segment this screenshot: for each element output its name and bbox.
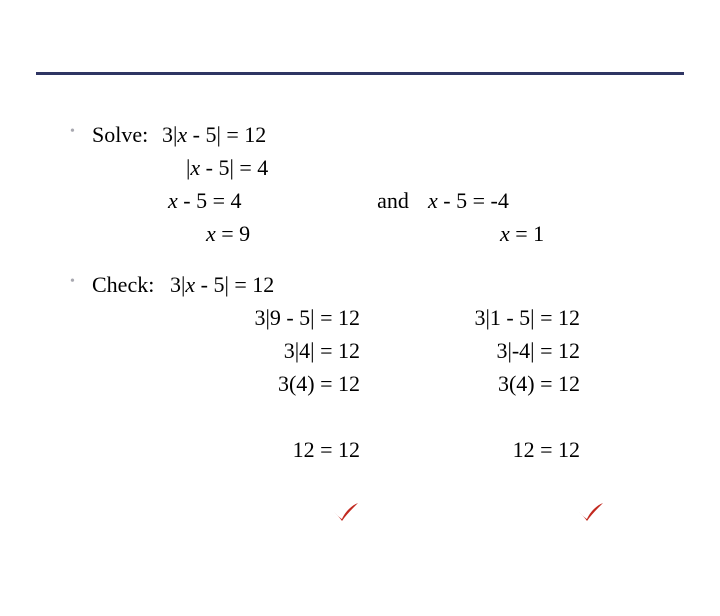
- check-block: • Check: 3|x - 5| = 12 3|9 - 5| = 12 3|1…: [70, 268, 670, 598]
- solve-eq-4a: x = 9: [162, 217, 396, 250]
- check-a5: 12 = 12: [170, 400, 360, 598]
- check-b4: 3(4) = 12: [430, 367, 580, 400]
- check-b3: 3|-4| = 12: [430, 334, 580, 367]
- bullet-icon: •: [70, 118, 92, 146]
- solve-and: and: [358, 184, 428, 217]
- solve-label: Solve:: [92, 118, 162, 151]
- check-line-3: 3|4| = 12 3|-4| = 12: [92, 334, 670, 367]
- slide-body: • Solve: 3|x - 5| = 12 |x - 5| = 4 x - 5…: [70, 118, 670, 616]
- solve-eq-1: 3|x - 5| = 12: [162, 118, 352, 151]
- check-line-5: 12 = 12 12 = 12: [92, 400, 670, 598]
- solve-eq-3a: x - 5 = 4: [162, 184, 358, 217]
- check-line-2: 3|9 - 5| = 12 3|1 - 5| = 12: [92, 301, 670, 334]
- checkmark-icon: [255, 466, 360, 565]
- check-b5-text: 12 = 12: [513, 437, 580, 462]
- solve-line-1: Solve: 3|x - 5| = 12: [92, 118, 670, 151]
- check-a3: 3|4| = 12: [170, 334, 360, 367]
- solve-eq-4b: x = 1: [466, 217, 650, 250]
- solve-lines: Solve: 3|x - 5| = 12 |x - 5| = 4 x - 5 =…: [92, 118, 670, 250]
- check-a5-text: 12 = 12: [293, 437, 360, 462]
- solve-line-3: x - 5 = 4 and x - 5 = -4: [92, 184, 670, 217]
- check-a2: 3|9 - 5| = 12: [170, 301, 360, 334]
- check-b5: 12 = 12: [430, 400, 580, 598]
- solve-eq-2: |x - 5| = 4: [162, 151, 376, 184]
- checkmark-icon: [500, 466, 605, 565]
- check-line-1: Check: 3|x - 5| = 12: [92, 268, 670, 301]
- check-lines: Check: 3|x - 5| = 12 3|9 - 5| = 12 3|1 -…: [92, 268, 670, 598]
- solve-line-2: |x - 5| = 4: [92, 151, 670, 184]
- check-a4: 3(4) = 12: [170, 367, 360, 400]
- bullet-icon: •: [70, 268, 92, 296]
- check-a1: 3|x - 5| = 12: [170, 268, 360, 301]
- title-underline-rule: [36, 72, 684, 75]
- solve-block: • Solve: 3|x - 5| = 12 |x - 5| = 4 x - 5…: [70, 118, 670, 250]
- check-b2: 3|1 - 5| = 12: [430, 301, 580, 334]
- solve-line-4: x = 9 x = 1: [92, 217, 670, 250]
- check-label: Check:: [92, 268, 170, 301]
- check-line-4: 3(4) = 12 3(4) = 12: [92, 367, 670, 400]
- solve-eq-3b: x - 5 = -4: [428, 184, 578, 217]
